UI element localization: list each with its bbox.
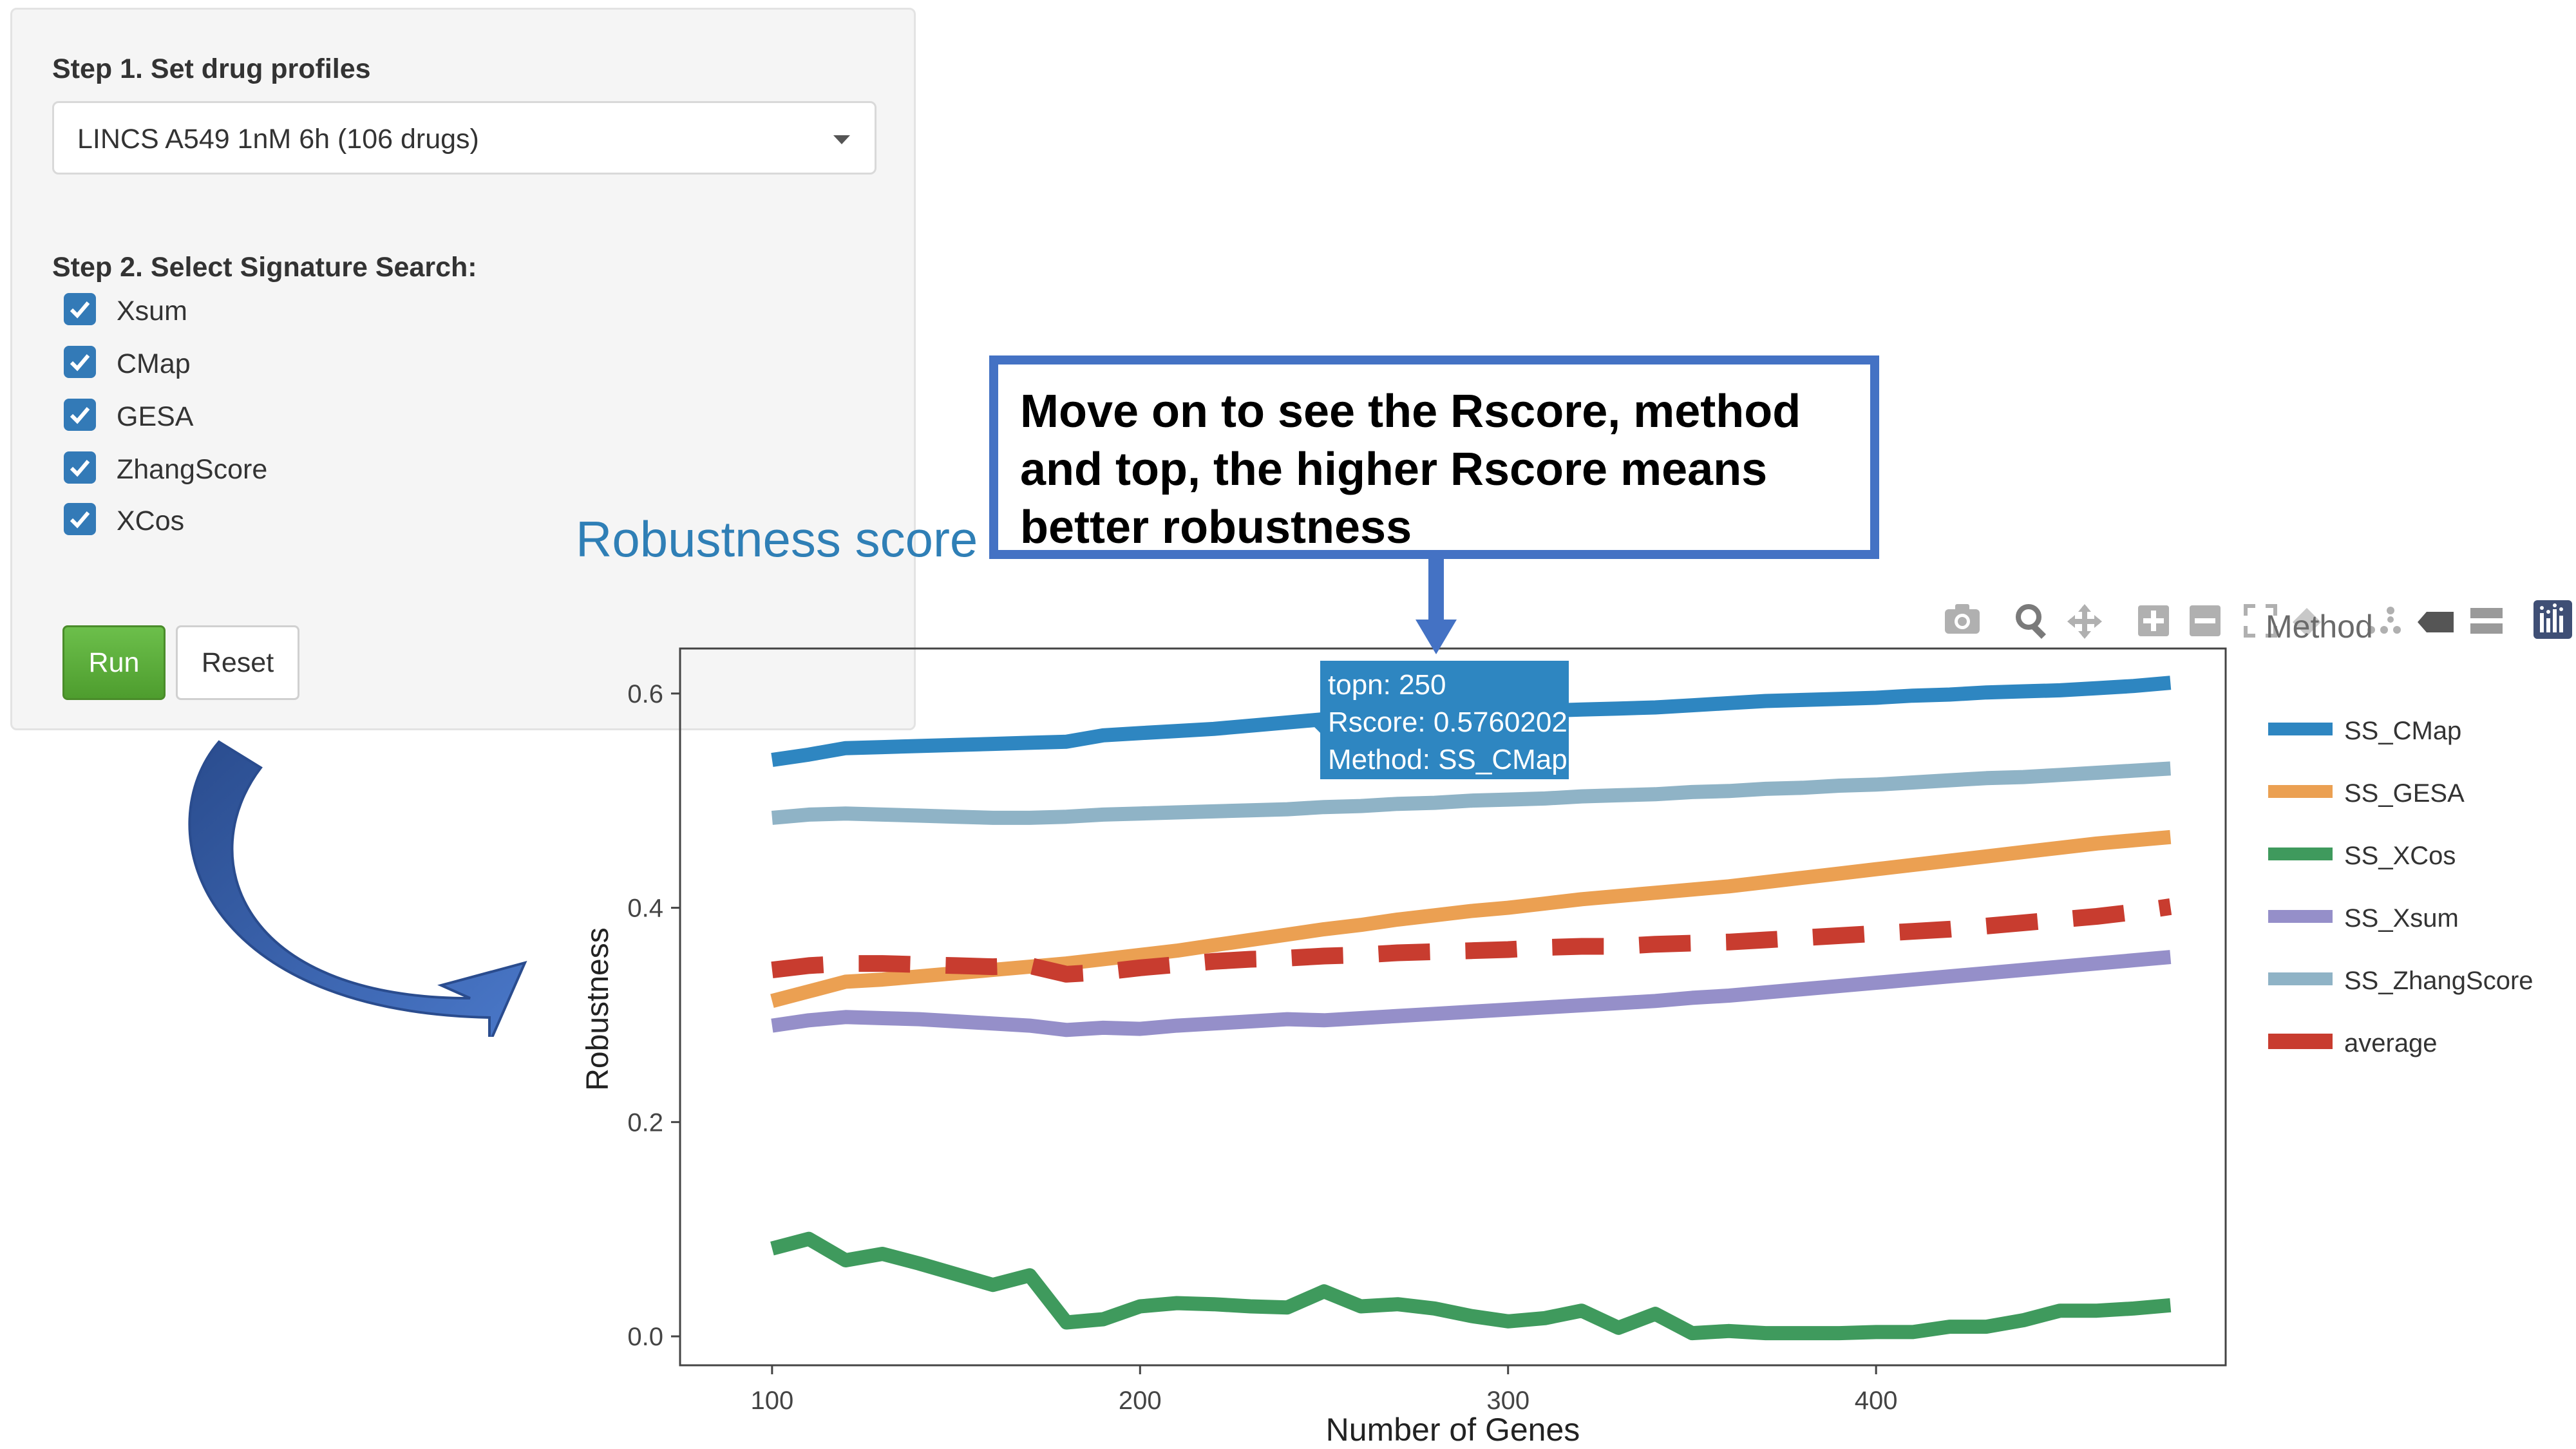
- series-line-ss_xcos[interactable]: [770, 1231, 2172, 1341]
- y-tick-label: 0.0: [627, 1323, 663, 1351]
- legend-item-ss_cmap[interactable]: SS_CMap: [2268, 717, 2461, 745]
- hover-compare-icon[interactable]: [2470, 608, 2503, 634]
- chevron-down-icon: [833, 135, 850, 144]
- plot-area[interactable]: [679, 647, 2227, 1367]
- reset-axes-icon[interactable]: [2293, 608, 2321, 636]
- legend-label: SS_CMap: [2344, 717, 2461, 745]
- zoom-out-icon[interactable]: [2190, 605, 2221, 636]
- step1-label: Step 1. Set drug profiles: [52, 53, 371, 84]
- camera-icon[interactable]: [1945, 604, 1980, 634]
- checkbox-checked-icon[interactable]: [64, 451, 96, 484]
- x-axis-title: Number of Genes: [1326, 1412, 1580, 1448]
- pan-icon[interactable]: [2067, 604, 2102, 639]
- legend-item-ss_xsum[interactable]: SS_Xsum: [2268, 904, 2459, 933]
- zoom-in-icon[interactable]: [2138, 605, 2169, 636]
- tooltip-topn: topn: 250: [1328, 669, 1446, 701]
- checkbox-label: GESA: [117, 401, 194, 432]
- checkbox-checked-icon[interactable]: [64, 399, 96, 431]
- tooltip-rscore: Rscore: 0.5760202: [1328, 706, 1567, 738]
- plotly-logo-icon[interactable]: [2533, 600, 2572, 639]
- checkbox-label: XCos: [117, 506, 185, 536]
- zoom-icon[interactable]: [2016, 604, 2047, 639]
- checkbox-label: CMap: [117, 348, 191, 379]
- legend-label: SS_Xsum: [2344, 904, 2459, 933]
- spike-lines-icon[interactable]: [2367, 607, 2401, 634]
- legend-label: SS_ZhangScore: [2344, 967, 2533, 995]
- legend-item-ss_xcos[interactable]: SS_XCos: [2268, 842, 2456, 870]
- x-tick-label: 200: [1119, 1387, 1162, 1415]
- y-tick-label: 0.2: [627, 1108, 663, 1137]
- series-line-ss_gesa[interactable]: [770, 829, 2172, 1008]
- checkbox-checked-icon[interactable]: [64, 346, 96, 378]
- hover-closest-icon[interactable]: [2418, 612, 2454, 632]
- series-line-average[interactable]: [771, 898, 2172, 983]
- curved-arrow-icon: [188, 740, 527, 1037]
- legend-item-average[interactable]: average: [2268, 1029, 2438, 1057]
- callout-line-2: and top, the higher Rscore means: [1020, 444, 1768, 495]
- x-tick-label: 400: [1855, 1387, 1898, 1415]
- callout-line-3: better robustness: [1020, 502, 1412, 553]
- callout-line-1: Move on to see the Rscore, method: [1020, 386, 1801, 437]
- control-panel: Step 1. Set drug profiles LINCS A549 1nM…: [10, 8, 916, 730]
- checkbox-label: ZhangScore: [117, 454, 268, 485]
- checkbox-checked-icon[interactable]: [64, 503, 96, 535]
- legend-label: SS_XCos: [2344, 842, 2456, 870]
- legend-title: Method: [2266, 609, 2373, 645]
- y-tick-label: 0.4: [627, 895, 663, 923]
- legend-item-ss_zhangscore[interactable]: SS_ZhangScore: [2268, 967, 2533, 995]
- x-tick-label: 300: [1486, 1387, 1530, 1415]
- x-tick-label: 100: [750, 1387, 793, 1415]
- tooltip-method: Method: SS_CMap: [1328, 744, 1567, 775]
- step2-label: Step 2. Select Signature Search:: [52, 252, 477, 283]
- legend-item-ss_gesa[interactable]: SS_GESA: [2268, 779, 2465, 808]
- legend-label: SS_GESA: [2344, 779, 2465, 808]
- autoscale-icon[interactable]: [2244, 604, 2277, 638]
- y-axis-title: Robustness: [581, 927, 615, 1090]
- callout-pointer-arrow: [1416, 558, 1457, 654]
- chart-title: Robustness score: [576, 511, 978, 567]
- callout-box: Move on to see the Rscore, method and to…: [989, 355, 1879, 559]
- reset-button[interactable]: Reset: [176, 625, 299, 700]
- series-line-ss_xsum[interactable]: [771, 950, 2172, 1037]
- y-tick-label: 0.6: [627, 680, 663, 708]
- checkbox-label: Xsum: [117, 296, 187, 327]
- hover-tooltip: topn: 250 Rscore: 0.5760202 Method: SS_C…: [1310, 661, 1569, 779]
- checkbox-checked-icon[interactable]: [64, 293, 96, 325]
- drug-profile-select-value: LINCS A549 1nM 6h (106 drugs): [77, 124, 479, 155]
- modebar: [1945, 600, 2572, 639]
- run-button[interactable]: Run: [62, 625, 166, 700]
- series-line-ss_zhangscore[interactable]: [771, 761, 2171, 825]
- legend-label: average: [2344, 1029, 2438, 1057]
- drug-profile-select[interactable]: LINCS A549 1nM 6h (106 drugs): [52, 101, 876, 175]
